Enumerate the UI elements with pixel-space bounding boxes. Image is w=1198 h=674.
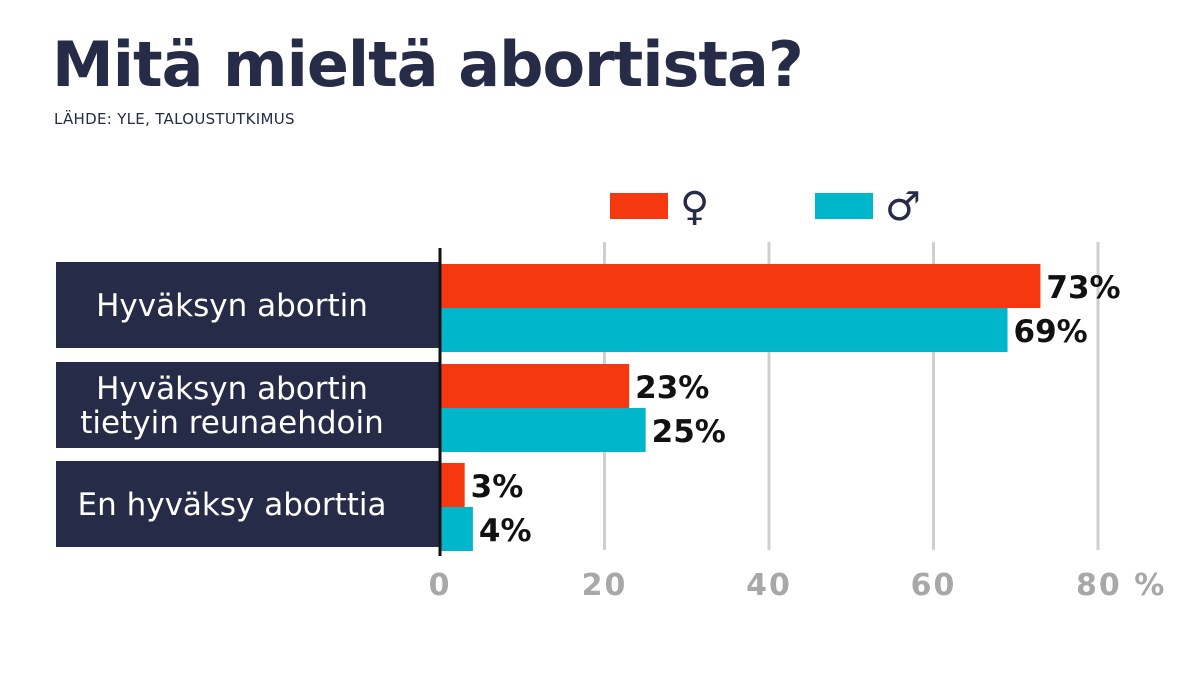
male-symbol-icon: ♂ [885,184,921,230]
x-tick-label: 40 [746,568,792,603]
x-tick-label: 0 [429,568,452,603]
data-label: 73% [1046,270,1120,306]
value-labels: 73% 23% 3% 69% 25% 4% [471,270,1121,549]
bar [440,264,1041,308]
x-axis-ticks: 0 20 40 60 80 % [429,568,1166,603]
category-label: Hyväksyn abortin [96,371,368,407]
category-label: En hyväksy aborttia [77,487,386,523]
data-label: 25% [652,414,726,450]
data-label: 69% [1014,314,1088,350]
x-tick-label: 60 [911,568,957,603]
legend: ♀ ♂ [610,184,921,230]
bar [440,308,1008,352]
data-label: 3% [471,469,524,505]
category-label: Hyväksyn abortin [96,288,368,324]
legend-swatch [815,193,873,219]
legend-swatch [610,193,668,219]
bars [440,264,1041,551]
bar [440,364,630,408]
data-label: 4% [479,513,532,549]
data-label: 23% [635,370,709,406]
chart-title: Mitä mieltä abortista? [52,28,804,101]
x-tick-label: 80 % [1076,568,1166,603]
bar [440,463,465,507]
source-note: LÄHDE: YLE, TALOUSTUTKIMUS [54,110,295,128]
category-label: tietyin reunaehdoin [80,405,384,441]
category-box [56,362,440,448]
category-box [56,262,440,348]
bar [440,507,473,551]
x-tick-label: 20 [582,568,628,603]
female-symbol-icon: ♀ [680,184,709,230]
bar [440,408,646,452]
category-box [56,461,440,547]
